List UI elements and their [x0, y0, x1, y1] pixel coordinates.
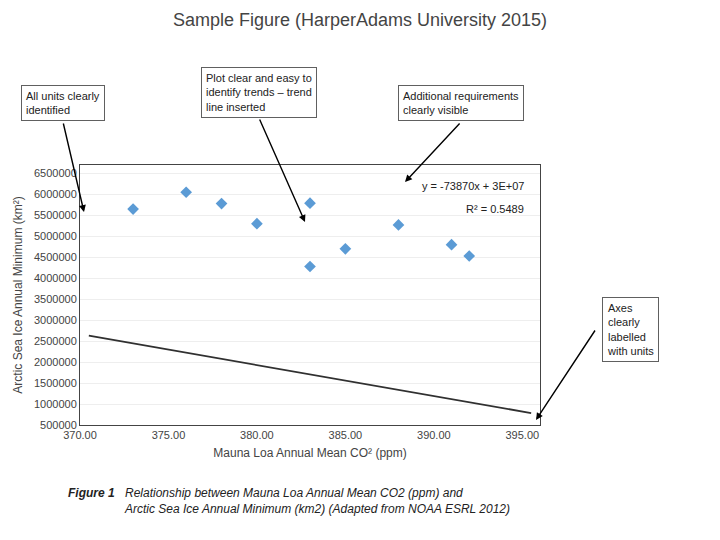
svg-text:2000000: 2000000: [34, 356, 77, 368]
svg-text:6000000: 6000000: [34, 188, 77, 200]
svg-text:3500000: 3500000: [34, 293, 77, 305]
svg-text:Plot clear and easy toidentify: Plot clear and easy toidentify trends – …: [206, 72, 312, 113]
svg-text:375.00: 375.00: [152, 429, 186, 441]
svg-text:Axesclearlylabelledwith units: Axesclearlylabelledwith units: [607, 302, 654, 357]
svg-text:R² = 0.5489: R² = 0.5489: [466, 203, 524, 215]
svg-text:380.00: 380.00: [240, 429, 274, 441]
svg-text:2500000: 2500000: [34, 335, 77, 347]
svg-text:Arctic Sea Ice Annual Minimum: Arctic Sea Ice Annual Minimum (km²): [11, 196, 25, 393]
svg-text:All units clearlyidentified: All units clearlyidentified: [26, 90, 100, 116]
svg-text:y = -73870x + 3E+07: y = -73870x + 3E+07: [422, 180, 524, 192]
svg-text:Relationship between Mauna Loa: Relationship between Mauna Loa Annual Me…: [124, 486, 510, 516]
svg-text:1500000: 1500000: [34, 377, 77, 389]
svg-text:3000000: 3000000: [34, 314, 77, 326]
svg-text:385.00: 385.00: [329, 429, 363, 441]
svg-text:Mauna Loa Annual Mean CO² (ppm: Mauna Loa Annual Mean CO² (ppm): [213, 446, 406, 460]
svg-text:500000: 500000: [40, 419, 77, 431]
svg-text:Sample Figure (HarperAdams Uni: Sample Figure (HarperAdams University 20…: [173, 10, 547, 30]
svg-text:5000000: 5000000: [34, 230, 77, 242]
svg-text:Figure 1: Figure 1: [68, 486, 115, 500]
svg-text:4000000: 4000000: [34, 272, 77, 284]
svg-text:390.00: 390.00: [417, 429, 451, 441]
svg-text:5500000: 5500000: [34, 209, 77, 221]
svg-text:370.00: 370.00: [63, 429, 97, 441]
svg-text:Additional requirementsclearly: Additional requirementsclearly visible: [403, 90, 519, 116]
svg-text:1000000: 1000000: [34, 398, 77, 410]
svg-text:4500000: 4500000: [34, 251, 77, 263]
svg-text:6500000: 6500000: [34, 167, 77, 179]
svg-text:395.00: 395.00: [505, 429, 539, 441]
